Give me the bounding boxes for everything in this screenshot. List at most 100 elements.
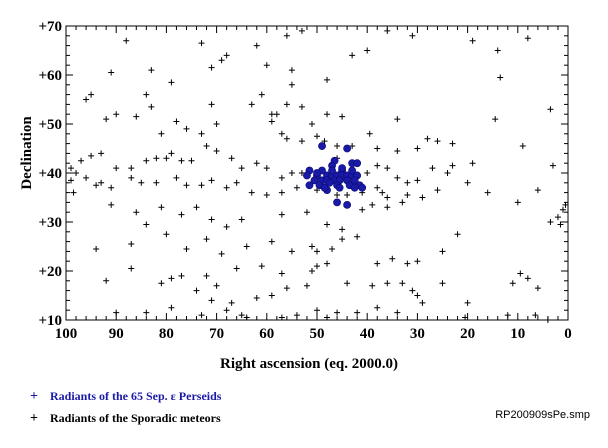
y-tick-label: +50	[38, 117, 62, 133]
sporadic-point	[168, 304, 175, 311]
y-tick-label: +70	[38, 19, 62, 35]
x-tick-label: 40	[360, 326, 375, 342]
sporadic-point	[143, 221, 150, 228]
sporadic-point	[324, 260, 331, 267]
sporadic-point	[298, 27, 305, 34]
sporadic-point	[329, 245, 336, 252]
sporadic-point	[198, 312, 205, 319]
sporadic-point	[203, 143, 210, 150]
sporadic-point	[288, 170, 295, 176]
sporadic-point	[409, 287, 416, 294]
sporadic-point	[394, 116, 401, 123]
sporadic-point	[88, 91, 95, 98]
sporadic-point	[469, 37, 476, 44]
legend-label-sporadic: Radiants of the Sporadic meteors	[50, 411, 221, 425]
sporadic-point	[223, 52, 230, 59]
sporadic-point	[178, 211, 185, 218]
sporadic-point	[409, 32, 416, 39]
sporadic-point	[389, 255, 396, 262]
shower-point	[338, 164, 346, 172]
sporadic-point	[464, 179, 471, 186]
shower-point	[328, 166, 336, 175]
sporadic-point	[223, 184, 230, 191]
sporadic-point	[534, 187, 541, 194]
sporadic-point	[497, 74, 504, 81]
sporadic-point	[198, 40, 205, 47]
sporadic-point	[228, 299, 235, 306]
sporadic-point	[78, 157, 85, 164]
sporadic-point	[283, 135, 290, 142]
sporadic-point	[283, 285, 290, 292]
sporadic-point	[404, 192, 411, 199]
sporadic-point	[349, 52, 356, 59]
shower-point	[310, 176, 319, 185]
sporadic-point	[547, 106, 554, 113]
sporadic-point	[288, 81, 295, 88]
sporadic-point	[228, 155, 235, 162]
sporadic-point	[364, 47, 371, 54]
sporadic-point	[128, 241, 135, 248]
sporadic-point	[514, 199, 521, 206]
sporadic-point	[128, 174, 135, 181]
y-tick-label: +60	[38, 68, 62, 84]
sporadic-point	[83, 174, 90, 181]
axis-ticks	[65, 25, 569, 321]
sporadic-point	[183, 125, 190, 132]
sporadic-point	[314, 133, 320, 140]
legend-entry-sporadic: + Radiants of the Sporadic meteors	[30, 411, 221, 427]
sporadic-point	[238, 165, 245, 172]
sporadic-point	[258, 263, 265, 270]
sporadic-point	[73, 170, 80, 176]
sporadic-point	[414, 292, 421, 299]
sporadic-point	[344, 280, 351, 287]
sporadic-point	[374, 260, 381, 267]
shower-point	[303, 171, 311, 180]
sporadic-point	[303, 209, 310, 216]
sporadic-point	[208, 216, 215, 223]
sporadic-point	[404, 260, 411, 267]
sporadic-point	[384, 204, 391, 211]
sporadic-point	[278, 189, 285, 196]
sporadic-point	[98, 179, 105, 186]
sporadic-point	[203, 272, 210, 279]
shower-points	[303, 142, 367, 209]
sporadic-point	[434, 187, 441, 194]
sporadic-point	[288, 248, 295, 255]
sporadic-point	[108, 69, 115, 76]
sporadic-point	[183, 182, 190, 189]
sporadic-point	[123, 37, 130, 44]
sporadic-point	[133, 209, 140, 216]
sporadic-point	[263, 165, 270, 172]
sporadic-point	[414, 145, 421, 152]
sporadic-point	[374, 304, 381, 311]
sporadic-point	[223, 307, 230, 314]
sporadic-point	[288, 67, 295, 74]
sporadic-point	[198, 182, 205, 189]
sporadic-point	[208, 297, 215, 304]
sporadic-point	[168, 150, 175, 157]
sporadic-point	[153, 155, 160, 162]
sporadic-point	[143, 91, 150, 98]
sporadic-point	[278, 270, 285, 277]
x-tick-label: 10	[510, 326, 525, 342]
sporadic-point	[273, 111, 280, 118]
sporadic-point	[238, 216, 245, 223]
sporadic-point	[268, 111, 275, 118]
sporadic-point	[429, 165, 436, 172]
sporadic-point	[324, 314, 331, 321]
x-tick-labels: 100 90 80 70 60 50 40 30 20 10 0	[55, 326, 572, 342]
sporadic-point	[384, 280, 391, 287]
sporadic-point	[559, 206, 566, 213]
sporadic-point	[547, 219, 554, 225]
x-tick-label: 100	[55, 326, 78, 342]
sporadic-point	[298, 103, 305, 110]
shower-point	[335, 183, 344, 192]
legend-plus-marker: +	[30, 411, 38, 426]
sporadic-point	[183, 245, 190, 252]
sporadic-point	[492, 116, 499, 123]
sporadic-point	[133, 113, 140, 120]
sporadic-point	[524, 35, 531, 42]
sporadic-point	[339, 113, 346, 120]
sporadic-point	[268, 292, 275, 299]
